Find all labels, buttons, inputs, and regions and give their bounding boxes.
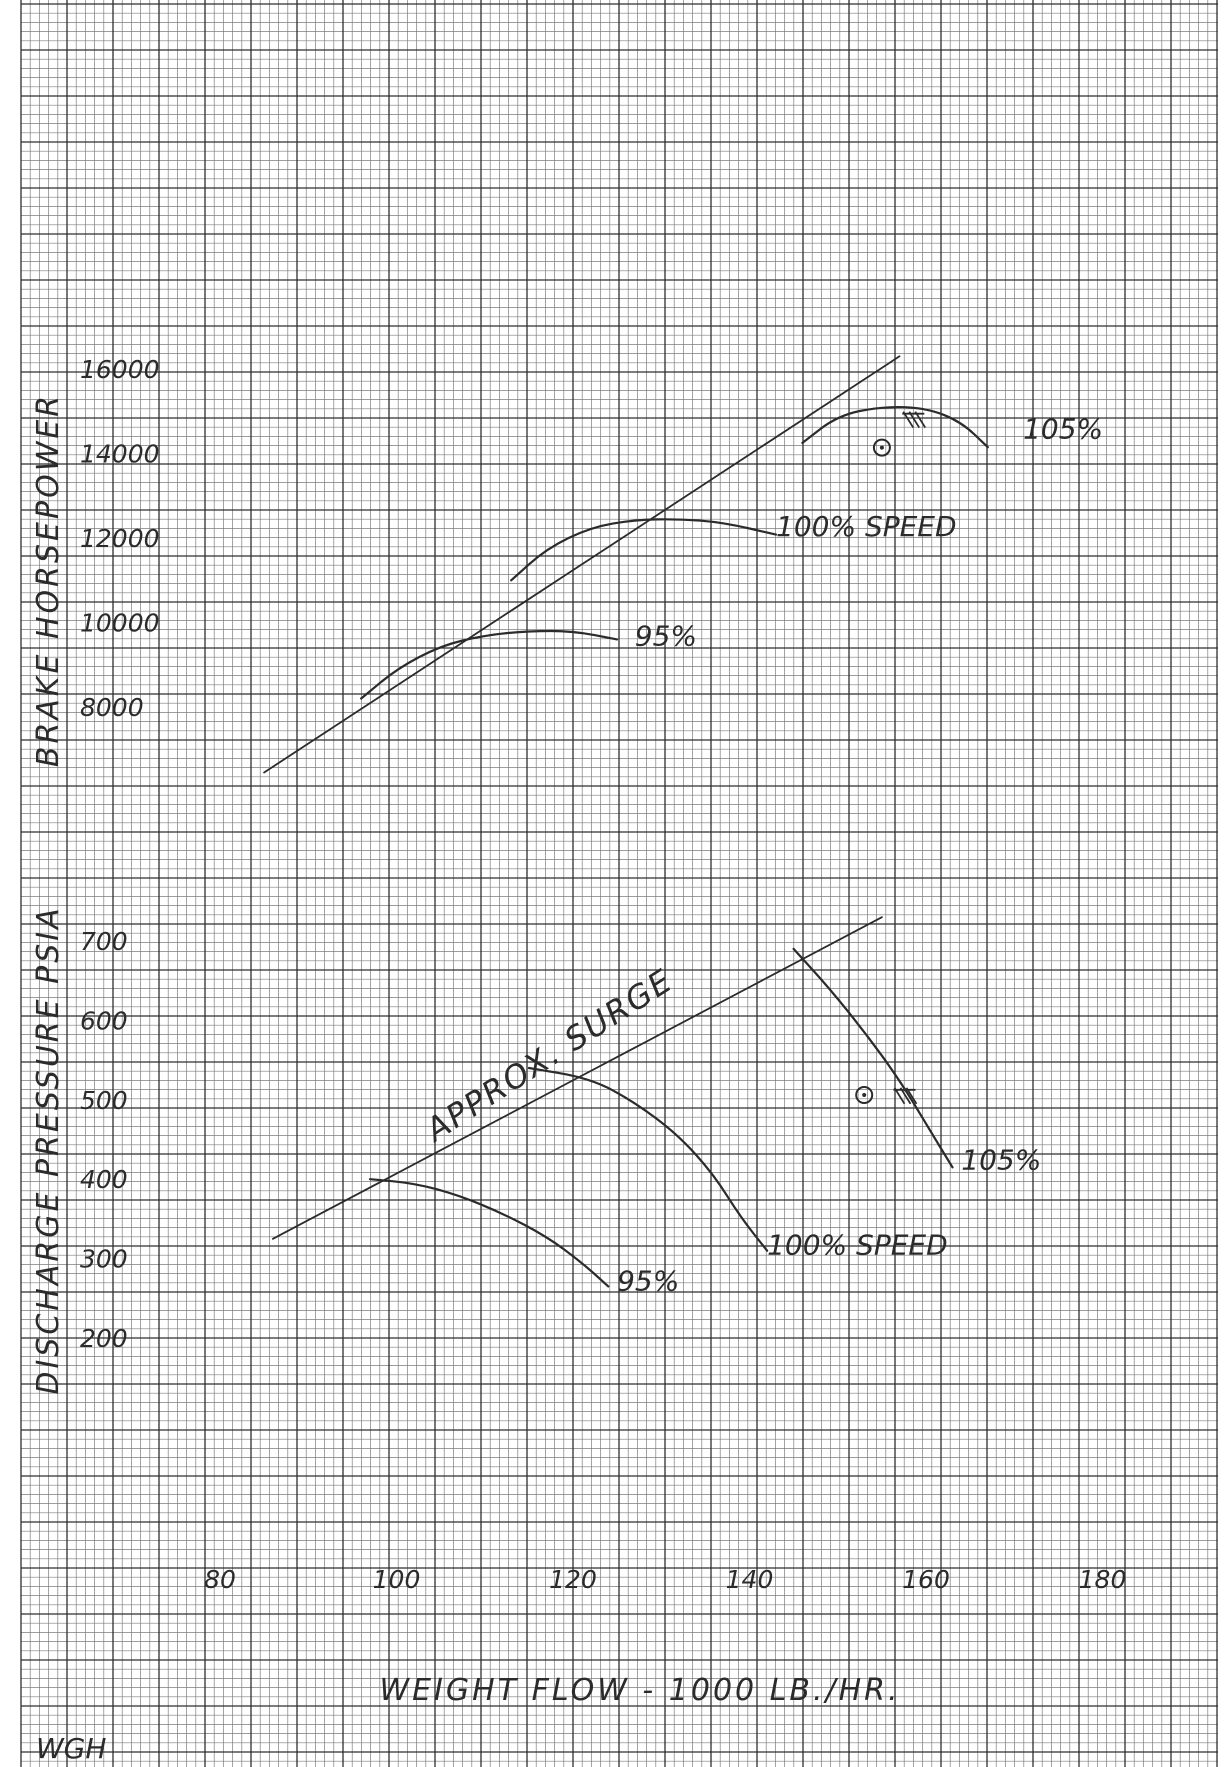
psia-y-tick-label: 300 — [80, 1245, 128, 1274]
psia-x-tick-label: 160 — [902, 1565, 950, 1594]
psia-y-tick-label: 600 — [80, 1006, 128, 1035]
bhp-series-95 — [360, 629, 619, 700]
bhp-series-105 — [801, 406, 989, 449]
psia-y-tick-label: 200 — [80, 1324, 128, 1353]
psia-annotation: 100% SPEED — [767, 1229, 948, 1262]
bhp-annotation: 100% SPEED — [776, 510, 957, 543]
author-initials: WGH — [36, 1732, 106, 1765]
psia-x-tick-label: 100 — [373, 1565, 421, 1594]
psia-annotation: 95% — [617, 1264, 679, 1297]
graph-paper-grid — [20, 0, 1218, 1767]
psia-x-tick-label: 120 — [549, 1565, 597, 1594]
bhp-y-tick-label: 14000 — [80, 440, 160, 469]
psia-x-tick-label: 180 — [1079, 1565, 1127, 1594]
grid-major-lines — [20, 0, 1218, 1767]
bhp-series-100-speed — [510, 518, 778, 582]
bhp-circled-point-dot — [879, 445, 884, 450]
psia-x-tick-label: 80 — [204, 1565, 236, 1594]
psia-circled-point-marker — [855, 1086, 874, 1104]
psia-series-surge-line — [272, 916, 883, 1240]
psia-hatch-marker — [893, 1087, 918, 1105]
psia-y-tick-label: 500 — [80, 1086, 128, 1115]
x-axis-title: WEIGHT FLOW - 1000 LB./HR. — [379, 1673, 900, 1708]
bhp-series-surge-line — [263, 355, 901, 774]
psia-series-95 — [368, 1178, 610, 1288]
bhp-panel: 8000 10000 12000 14000 16000 95% 100% SPEED 105… — [80, 355, 1103, 774]
bhp-annotation: 105% — [1023, 413, 1103, 446]
bhp-y-tick-label: 10000 — [80, 609, 160, 638]
bhp-circled-point-marker — [872, 438, 891, 457]
psia-series-105 — [792, 947, 954, 1169]
bhp-y-tick-label: 8000 — [80, 693, 144, 722]
psia-y-tick-label: 400 — [80, 1165, 128, 1194]
psia-series-100-speed — [527, 1066, 769, 1252]
psia-x-tick-label: 140 — [726, 1565, 774, 1594]
psia-annotation: 105% — [961, 1144, 1041, 1177]
bhp-y-tick-label: 12000 — [80, 524, 160, 553]
psia-y-tick-label: 700 — [80, 927, 128, 956]
y-axis-title-lower: DISCHARGE PRESSURE PSIA — [31, 905, 66, 1394]
bhp-hatch-marker — [902, 411, 927, 429]
psia-circled-point-dot — [862, 1093, 867, 1097]
bhp-y-tick-label: 16000 — [80, 355, 160, 384]
bhp-annotation: 95% — [635, 620, 697, 653]
y-axis-title-upper: BRAKE HORSEPOWER — [31, 393, 66, 767]
